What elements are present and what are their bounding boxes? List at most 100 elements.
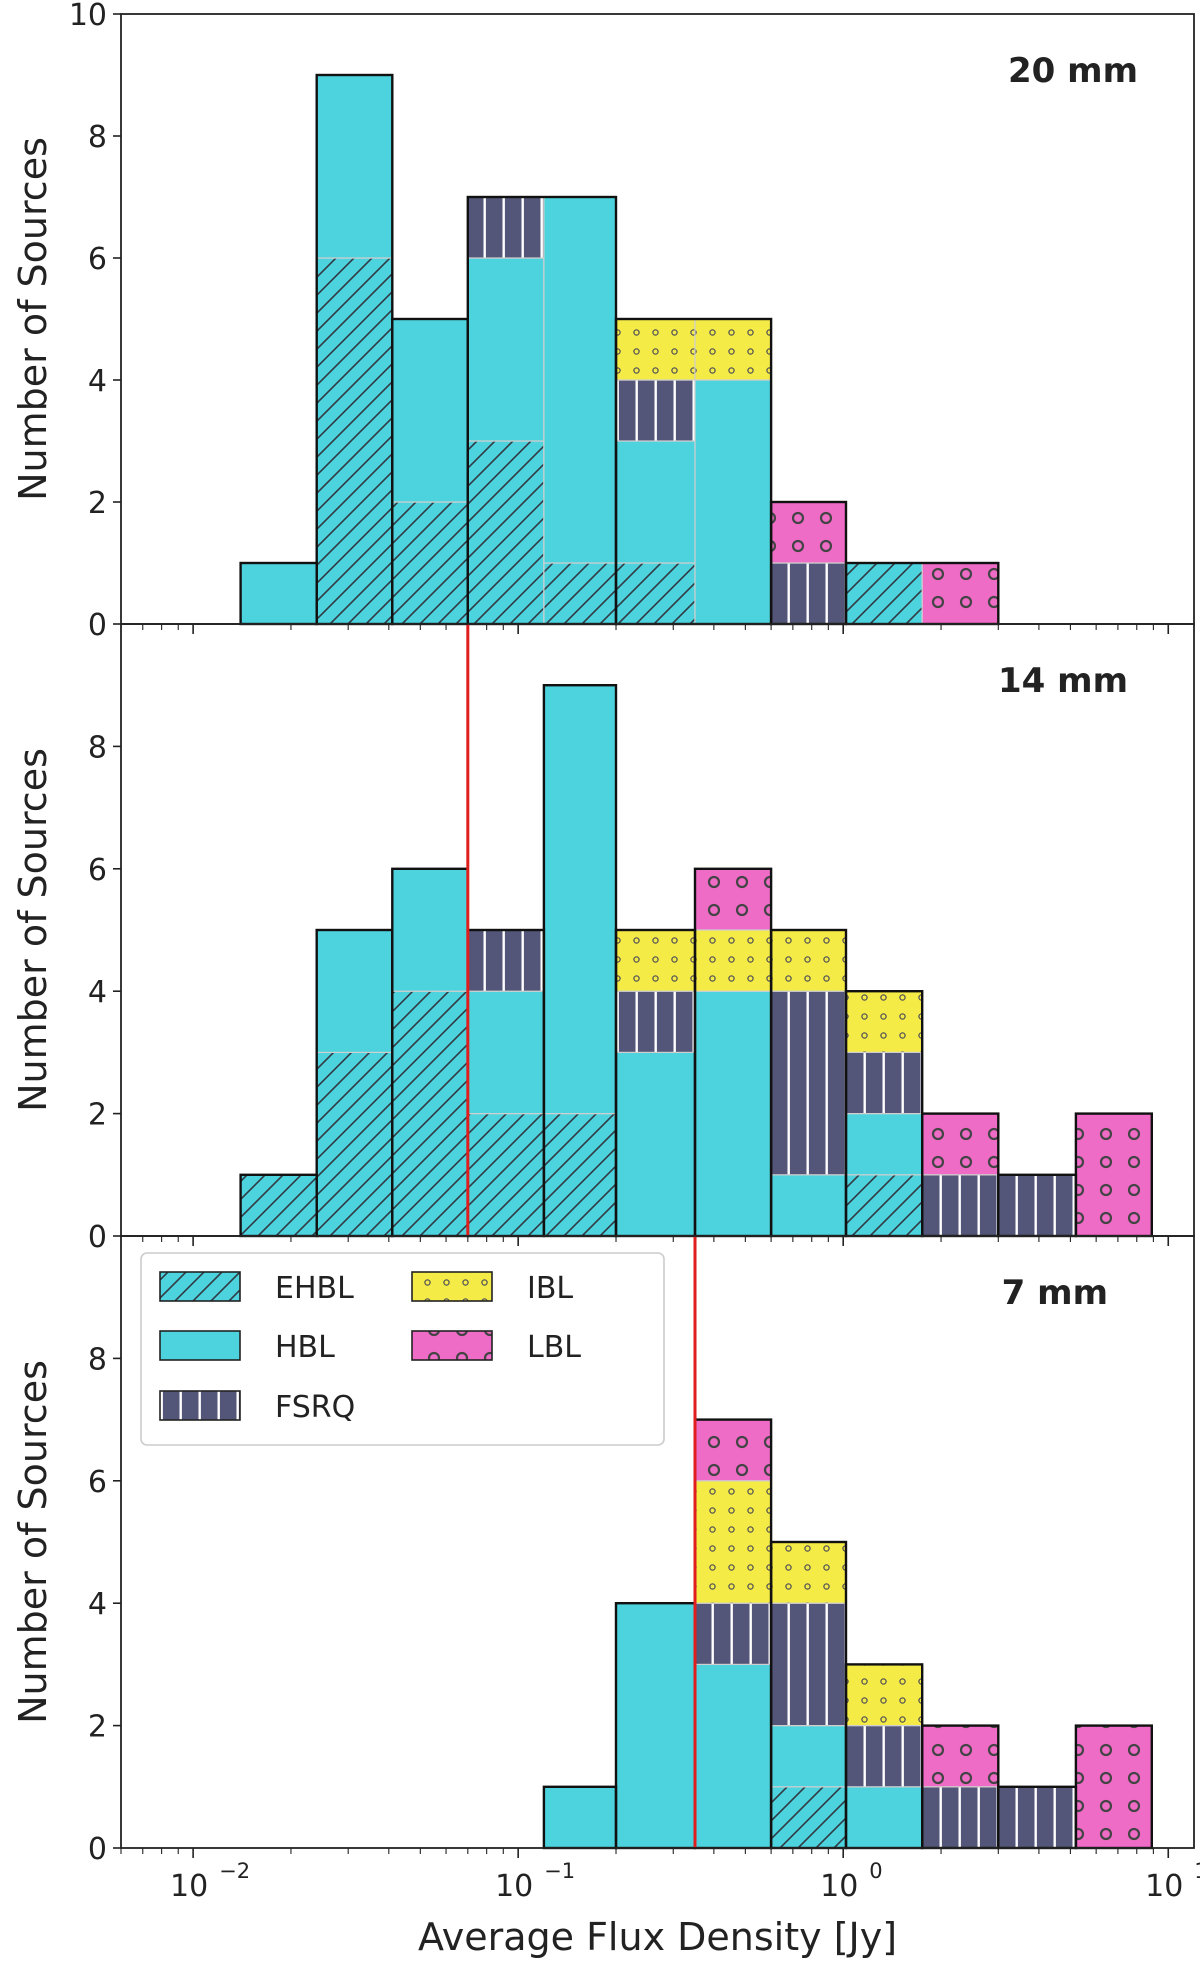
bar-lbl <box>694 1418 772 1482</box>
bar-hbl <box>543 196 617 564</box>
bar-ibl <box>845 1663 923 1727</box>
bar-ibl <box>694 318 772 381</box>
panel-tag: 7 mm <box>1002 1273 1108 1313</box>
legend-label-ehbl: EHBL <box>275 1271 354 1306</box>
bar-fsrq <box>770 562 847 625</box>
y-tick-label: 2 <box>88 486 107 521</box>
bar-ibl <box>845 990 923 1054</box>
y-tick-label: 6 <box>88 1465 107 1500</box>
bar-fsrq <box>770 990 847 1176</box>
bar-fsrq <box>845 1724 923 1788</box>
bar-hbl <box>694 379 772 625</box>
legend-label-hbl: HBL <box>275 1330 335 1365</box>
bar-fsrq <box>997 1174 1077 1237</box>
bar-ehbl <box>391 990 469 1237</box>
bar-hbl <box>770 1174 847 1237</box>
bar-ibl <box>770 1541 847 1604</box>
y-tick-label: 0 <box>88 1220 107 1255</box>
x-axis-title: Average Flux Density [Jy] <box>418 1915 897 1959</box>
bar-hbl <box>316 929 393 1054</box>
legend-label-lbl: LBL <box>527 1330 581 1365</box>
y-tick-label: 0 <box>88 608 107 643</box>
bar-hbl <box>543 1786 617 1849</box>
bar-ehbl <box>615 562 696 625</box>
panel-3: 0 2 4 6 8 Number of Sources 7 mm <box>11 1235 1195 1867</box>
bar-fsrq <box>997 1786 1077 1849</box>
bar-hbl <box>240 562 318 625</box>
y-axis-title: Number of Sources <box>11 137 55 501</box>
bar-lbl <box>1075 1724 1153 1849</box>
legend-label-fsrq: FSRQ <box>275 1390 355 1425</box>
y-tick-label: 4 <box>88 1587 107 1622</box>
bar-hbl <box>543 684 617 1115</box>
bar-ehbl <box>543 562 617 625</box>
bar-ehbl <box>845 1174 923 1237</box>
x-tick-label: 10 <box>495 1869 533 1904</box>
bar-ibl <box>615 318 696 381</box>
legend-frame <box>140 1252 665 1446</box>
bar-ehbl <box>316 257 393 625</box>
bar-fsrq <box>467 929 545 992</box>
bar-fsrq <box>921 1174 999 1237</box>
panel-1: 0 2 4 6 8 10 Number of Sources 20 mm <box>11 0 1195 643</box>
legend-label-ibl: IBL <box>527 1271 573 1306</box>
x-tick-exponent: 1 <box>1194 1859 1200 1883</box>
legend: EHBL HBL FSRQ IBL LBL <box>140 1252 665 1446</box>
panel-frame <box>120 1235 1195 1849</box>
bar-hbl <box>467 990 545 1115</box>
panel-tag: 14 mm <box>998 661 1128 701</box>
y-axis-title: Number of Sources <box>11 748 55 1112</box>
bar-fsrq <box>921 1786 999 1849</box>
legend-swatch-hbl <box>159 1330 241 1361</box>
bar-ehbl <box>316 1051 393 1237</box>
bar-hbl <box>615 440 696 564</box>
bar-hbl <box>391 318 469 503</box>
bar-hbl <box>694 990 772 1237</box>
bar-fsrq <box>467 196 545 259</box>
bar-hbl <box>845 1786 923 1849</box>
bar-ehbl <box>770 1786 847 1849</box>
bar-hbl <box>467 257 545 442</box>
panel-2: 0 2 4 6 8 Number of Sources 14 mm <box>11 623 1195 1255</box>
bar-ehbl <box>845 562 923 625</box>
panel-tag: 20 mm <box>1008 51 1138 91</box>
legend-swatch-lbl <box>411 1330 493 1361</box>
y-tick-label: 10 <box>69 0 107 33</box>
bar-fsrq <box>615 990 696 1054</box>
y-tick-label: 4 <box>88 364 107 399</box>
bar-fsrq <box>845 1051 923 1115</box>
y-tick-label: 4 <box>88 975 107 1010</box>
legend-swatch-fsrq <box>159 1390 241 1421</box>
bar-ibl <box>694 1480 772 1604</box>
bar-ehbl <box>391 501 469 625</box>
bar-hbl <box>845 1112 923 1176</box>
bar-lbl <box>921 1724 999 1788</box>
legend-swatch-ehbl <box>159 1271 241 1302</box>
y-tick-label: 8 <box>88 730 107 765</box>
bar-ibl <box>615 929 696 992</box>
bar-lbl <box>921 1112 999 1176</box>
bar-ehbl <box>467 1112 545 1237</box>
bar-fsrq <box>615 379 696 442</box>
bar-fsrq <box>770 1602 847 1727</box>
legend-swatch-ibl <box>411 1271 493 1302</box>
bar-lbl <box>694 868 772 931</box>
y-tick-label: 6 <box>88 853 107 888</box>
x-tick-label: 10 <box>1145 1869 1183 1904</box>
bar-hbl <box>770 1724 847 1788</box>
bar-hbl <box>615 1051 696 1237</box>
bar-fsrq <box>694 1602 772 1665</box>
y-tick-label: 8 <box>88 120 107 155</box>
bar-hbl <box>316 74 393 259</box>
bar-lbl <box>1075 1112 1153 1237</box>
y-tick-label: 6 <box>88 242 107 277</box>
x-tick-exponent: 0 <box>869 1859 882 1883</box>
y-axis-title: Number of Sources <box>11 1360 55 1724</box>
y-tick-label: 2 <box>88 1710 107 1745</box>
bar-hbl <box>391 868 469 992</box>
y-tick-label: 0 <box>88 1832 107 1867</box>
bar-ibl <box>694 929 772 992</box>
y-tick-label: 2 <box>88 1098 107 1133</box>
x-tick-label: 10 <box>820 1869 858 1904</box>
